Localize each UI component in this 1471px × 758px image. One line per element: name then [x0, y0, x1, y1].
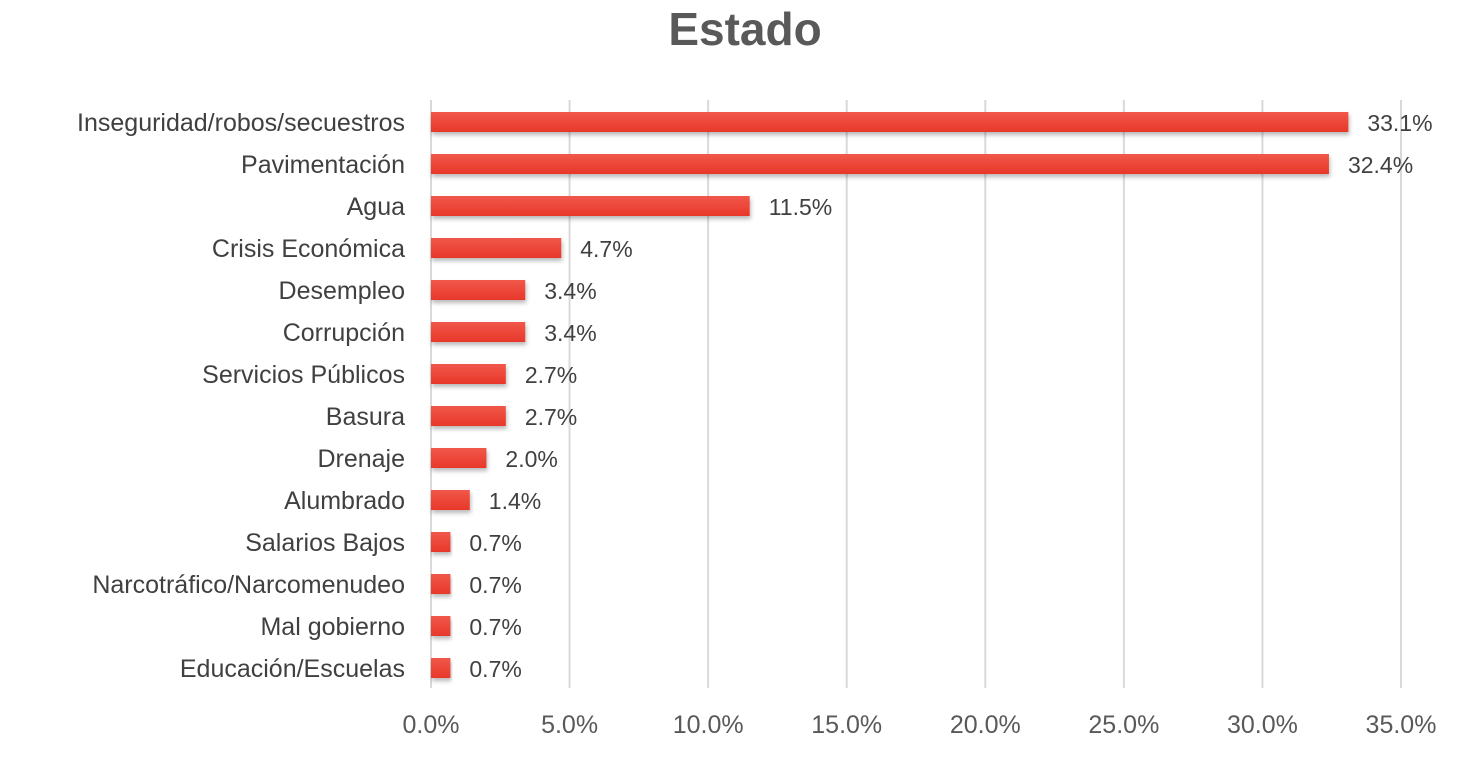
bar	[431, 154, 1329, 174]
category-label: Basura	[326, 403, 405, 431]
value-label: 2.0%	[505, 446, 557, 472]
value-labels: 33.1% 32.4% 11.5% 4.7% 3.4% 3.4% 2.7% 2.7% 2.0% 1…	[469, 110, 1432, 682]
category-label: Drenaje	[317, 445, 405, 473]
value-label: 3.4%	[544, 278, 596, 304]
x-tick-label: 5.0%	[541, 711, 598, 739]
bar	[431, 448, 487, 468]
value-label: 4.7%	[580, 236, 632, 262]
bar	[431, 196, 750, 216]
bar	[431, 280, 526, 300]
value-label: 11.5%	[769, 194, 833, 220]
value-label: 32.4%	[1348, 152, 1413, 178]
bar	[431, 322, 526, 342]
x-tick-label: 10.0%	[673, 711, 744, 739]
x-tick-label: 25.0%	[1088, 711, 1159, 739]
x-tick-label: 20.0%	[950, 711, 1021, 739]
bar	[431, 406, 506, 426]
bar	[431, 574, 451, 594]
bars	[431, 112, 1349, 678]
value-label: 0.7%	[469, 656, 521, 682]
category-label: Crisis Económica	[212, 235, 405, 263]
bar	[431, 658, 451, 678]
category-label: Corrupción	[283, 319, 405, 347]
category-labels: Inseguridad/robos/secuestros Pavimentació…	[77, 109, 405, 683]
x-axis-ticks: 0.0% 5.0% 10.0% 15.0% 20.0% 25.0% 30.0% 35.0%	[403, 711, 1437, 739]
category-label: Alumbrado	[284, 487, 405, 515]
bar	[431, 616, 451, 636]
bar	[431, 532, 451, 552]
value-label: 33.1%	[1367, 110, 1432, 136]
x-tick-label: 15.0%	[811, 711, 882, 739]
value-label: 1.4%	[489, 488, 541, 514]
bar	[431, 238, 562, 258]
bar	[431, 112, 1349, 132]
value-label: 0.7%	[469, 572, 521, 598]
value-label: 2.7%	[525, 404, 577, 430]
bar	[431, 364, 506, 384]
chart-title: Estado	[668, 3, 822, 55]
category-label: Servicios Públicos	[202, 361, 405, 389]
x-tick-label: 35.0%	[1366, 711, 1437, 739]
category-label: Agua	[347, 193, 405, 221]
category-label: Narcotráfico/Narcomenudeo	[92, 571, 405, 599]
value-label: 0.7%	[469, 530, 521, 556]
category-label: Inseguridad/robos/secuestros	[77, 109, 405, 137]
x-tick-label: 30.0%	[1227, 711, 1298, 739]
gridlines	[430, 100, 1402, 688]
bar	[431, 490, 470, 510]
category-label: Mal gobierno	[260, 613, 405, 641]
value-label: 3.4%	[544, 320, 596, 346]
category-label: Desempleo	[279, 277, 405, 305]
category-label: Salarios Bajos	[245, 529, 405, 557]
category-label: Educación/Escuelas	[180, 655, 405, 683]
x-tick-label: 0.0%	[403, 711, 460, 739]
category-label: Pavimentación	[241, 151, 405, 179]
value-label: 0.7%	[469, 614, 521, 640]
value-label: 2.7%	[525, 362, 577, 388]
